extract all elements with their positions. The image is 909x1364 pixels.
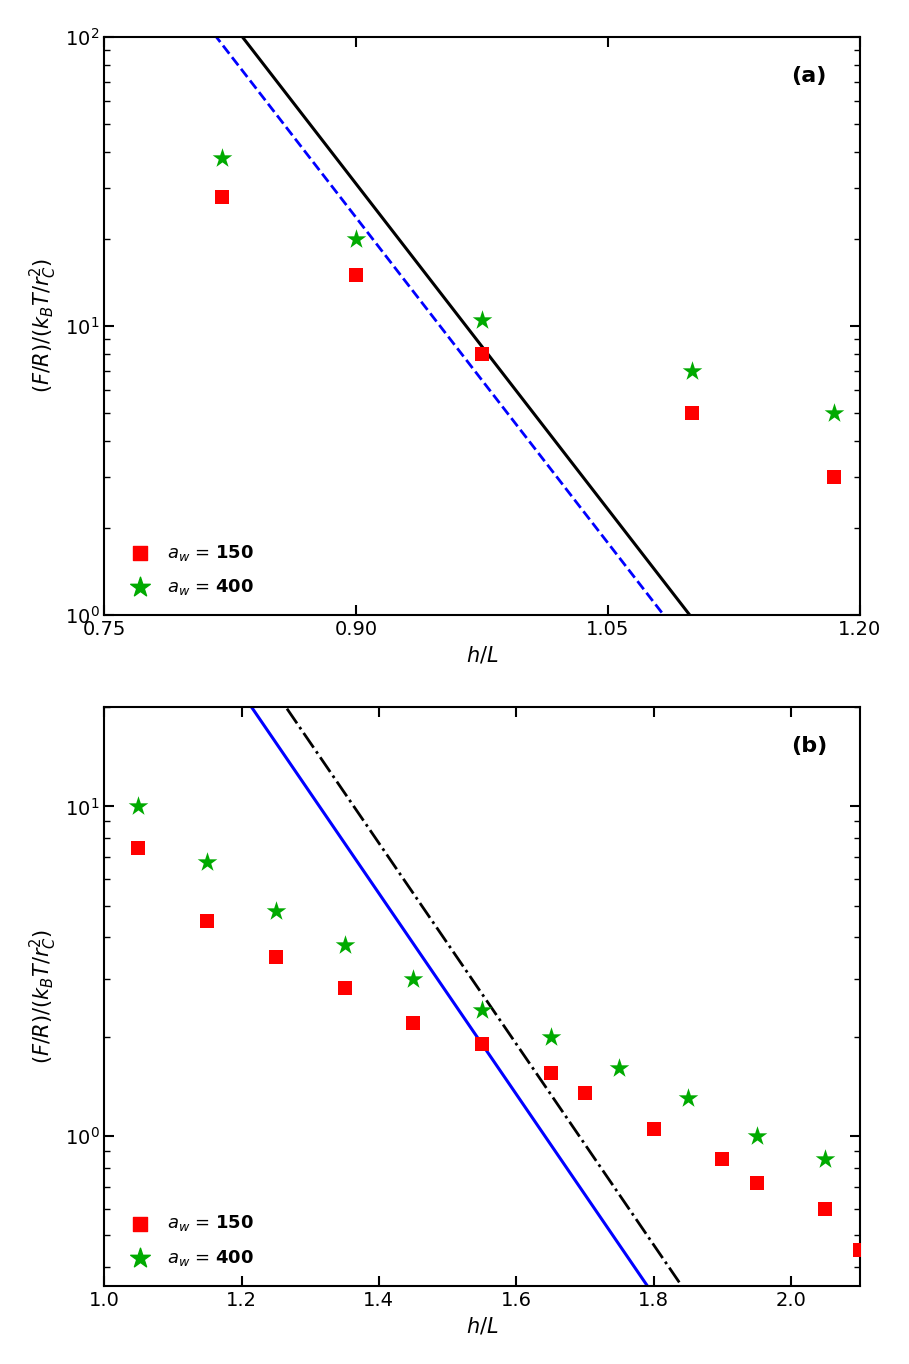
Legend: $a_w$ = $\mathbf{150}$, $a_w$ = $\mathbf{400}$: $a_w$ = $\mathbf{150}$, $a_w$ = $\mathbf… <box>114 1204 264 1277</box>
Point <box>853 1239 867 1260</box>
Point <box>406 1012 421 1034</box>
Point <box>131 795 145 817</box>
Point <box>681 1087 695 1109</box>
Point <box>474 1000 489 1022</box>
Point <box>474 308 489 330</box>
Point <box>715 1148 730 1170</box>
Point <box>131 836 145 858</box>
Point <box>337 978 352 1000</box>
Point <box>544 1063 558 1084</box>
X-axis label: $\it{h/L}$: $\it{h/L}$ <box>465 1315 498 1337</box>
Point <box>349 265 364 286</box>
Point <box>349 228 364 250</box>
Point <box>684 360 699 382</box>
Point <box>200 851 215 873</box>
Point <box>268 945 283 967</box>
Point <box>215 147 229 169</box>
Point <box>268 900 283 922</box>
X-axis label: $\it{h/L}$: $\it{h/L}$ <box>465 645 498 666</box>
Point <box>544 1026 558 1048</box>
Point <box>612 1057 626 1079</box>
Point <box>827 466 842 488</box>
Point <box>818 1198 833 1219</box>
Y-axis label: $(F/R)/(k_BT/r_C^2)$: $(F/R)/(k_BT/r_C^2)$ <box>28 259 59 393</box>
Point <box>749 1125 764 1147</box>
Point <box>406 967 421 989</box>
Point <box>818 1148 833 1170</box>
Legend: $a_w$ = $\mathbf{150}$, $a_w$ = $\mathbf{400}$: $a_w$ = $\mathbf{150}$, $a_w$ = $\mathbf… <box>114 533 264 606</box>
Point <box>474 344 489 366</box>
Point <box>827 402 842 424</box>
Point <box>749 1172 764 1194</box>
Point <box>337 934 352 956</box>
Text: (a): (a) <box>792 65 827 86</box>
Y-axis label: $(F/R)/(k_BT/r_C^2)$: $(F/R)/(k_BT/r_C^2)$ <box>28 929 59 1064</box>
Text: (b): (b) <box>792 737 828 756</box>
Point <box>215 186 229 207</box>
Point <box>684 402 699 424</box>
Point <box>474 1033 489 1054</box>
Point <box>577 1082 592 1103</box>
Point <box>200 910 215 932</box>
Point <box>646 1117 661 1139</box>
